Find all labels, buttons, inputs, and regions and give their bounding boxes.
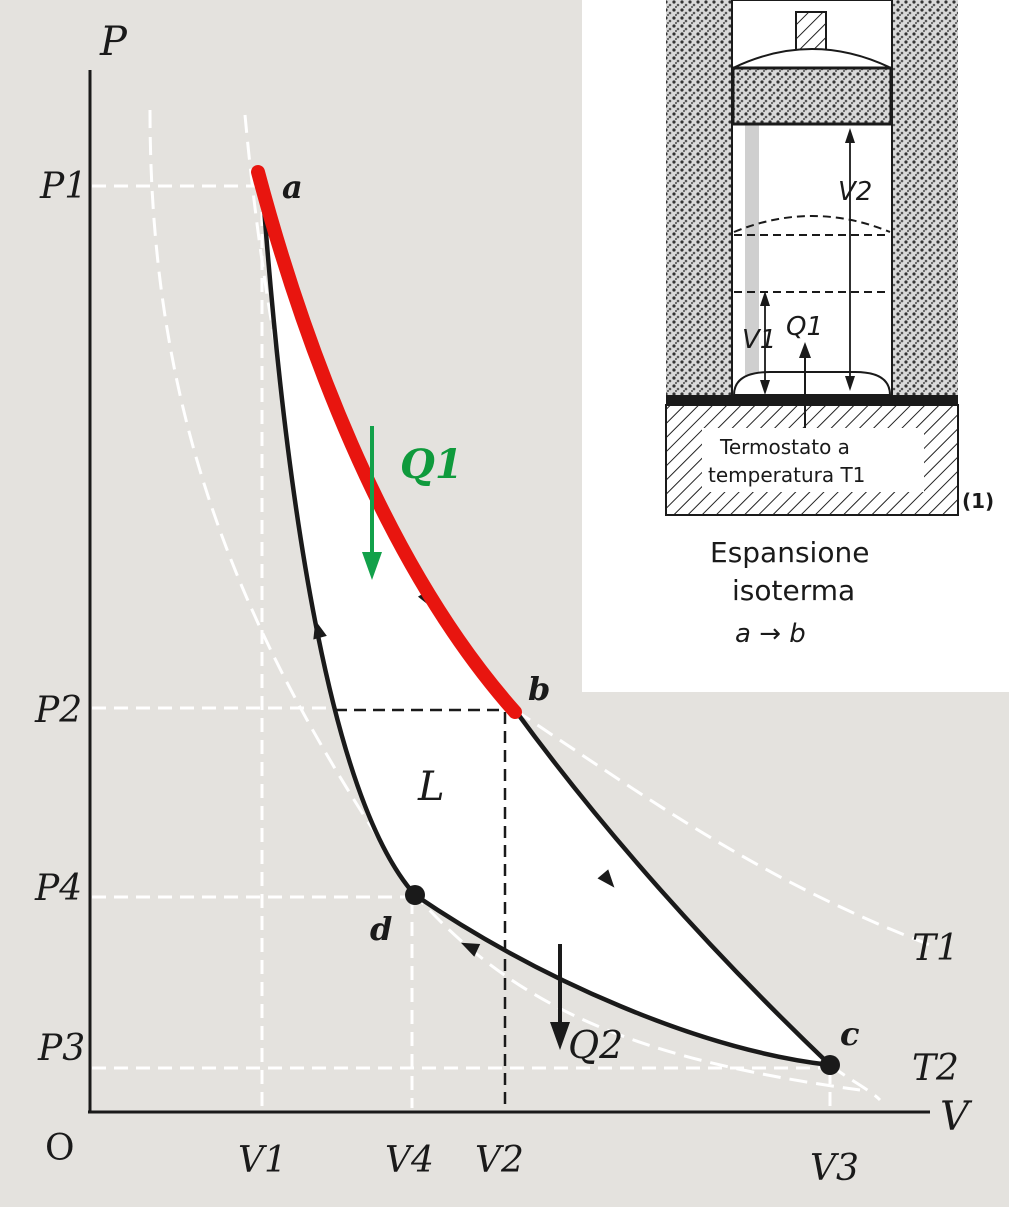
caption-line-1: Espansione [710,536,869,569]
piston-head [731,66,893,126]
v2-label: V2 [475,1140,524,1181]
arrow-cd [460,942,481,957]
point-c-label: c [840,1015,859,1053]
work-label: L [417,764,445,810]
point-b-label: b [528,670,550,708]
pressure-guides [92,184,830,1070]
figure-number: (1) [962,489,994,513]
point-c-dot [820,1055,840,1075]
arrow-da [313,620,327,640]
arrow-bc [597,869,615,888]
inset-panel: V2 V1 Q1 Termostato a temperatura T1 (1)… [582,0,1009,692]
p4-label: P4 [34,868,82,909]
point-a-label: a [282,168,303,206]
x-axis-label: V [940,1094,973,1140]
origin-label: O [45,1128,75,1169]
q1-arrow [362,426,382,580]
point-d-dot [405,885,425,905]
p3-label: P3 [37,1028,85,1069]
v1-label: V1 [238,1140,287,1181]
thermostat-text-1: Termostato a [719,435,850,459]
curve-b-c [513,708,832,1067]
p2-label: P2 [34,690,82,731]
inset-v1-label: V1 [742,325,776,355]
v3-label: V3 [810,1148,859,1189]
cylinder-wall-right [892,0,958,400]
t2-label: T2 [912,1048,959,1089]
inset-q1-label: Q1 [786,312,823,342]
y-axis-label: P [99,19,128,65]
cycle-area [262,180,830,1065]
point-d-label: d [370,910,392,948]
p1-label: P1 [39,166,87,207]
axes [88,70,930,1114]
highlight-isothermal-expansion [251,165,522,719]
q1-label: Q1 [400,441,463,488]
q2-arrow [550,944,570,1050]
q2-label: Q2 [568,1023,623,1067]
curve-c-d [413,893,831,1068]
t1-label: T1 [912,928,959,969]
construction-lines [335,708,515,1108]
caption-line-2: isoterma [732,574,855,607]
cylinder-wall-left [666,0,732,400]
caption-process: a → b [735,619,806,649]
volume-guides [260,190,832,1108]
thermostat-text-2: temperatura T1 [708,463,865,487]
v4-label: V4 [385,1140,434,1181]
inset-v2-label: V2 [838,177,872,207]
